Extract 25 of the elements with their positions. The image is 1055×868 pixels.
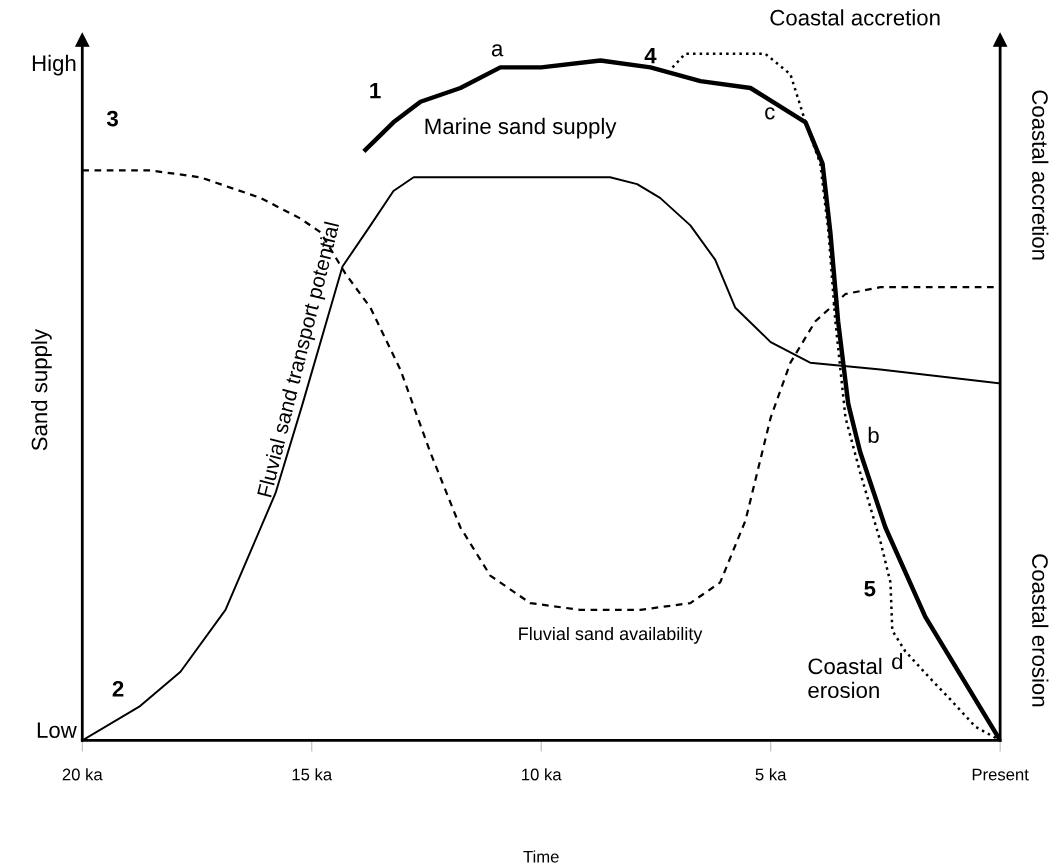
annotation: Fluvial sand transport potential — [256, 221, 344, 499]
annotation: d — [892, 652, 903, 670]
annotation: 2 — [112, 680, 124, 697]
x-tick-label: 15 ka — [292, 768, 333, 781]
text: Low — [37, 722, 77, 738]
annotation: Marine sand supply — [425, 117, 617, 139]
annotation: 3 — [106, 110, 118, 127]
text: Coastal accretion — [770, 9, 940, 26]
x-tick-label: 5 ka — [755, 768, 787, 781]
text: Coastal accretion — [1032, 90, 1049, 260]
x-tick-label: 10 ka — [522, 768, 562, 781]
annotation: Fluvial sand availability — [519, 626, 703, 644]
x-axis-title: Time — [523, 850, 559, 863]
annotation: Coastal erosion — [808, 657, 882, 699]
annotation: 1 — [370, 82, 381, 99]
x-tick-label: 20 ka — [62, 768, 103, 781]
annotation: a — [491, 44, 504, 57]
annotation: c — [765, 107, 775, 120]
annotation: b — [868, 426, 879, 444]
annotation: 5 — [864, 580, 876, 597]
text: High — [32, 54, 76, 76]
y-axis-title: Sand supply — [31, 329, 52, 451]
x-tick-label: Present — [972, 768, 1029, 781]
annotation: 4 — [644, 47, 657, 64]
text: Coastal erosion — [1032, 554, 1049, 707]
